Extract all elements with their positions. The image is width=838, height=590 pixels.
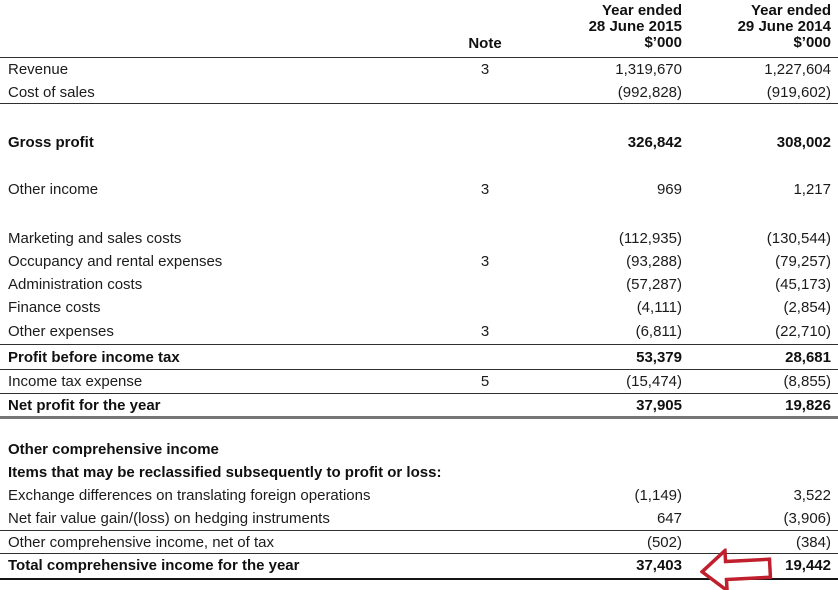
column-header-2015: Year ended 28 June 2015 $’000 (515, 3, 682, 51)
row-label: Other expenses (8, 323, 114, 340)
table-row-other-income: Other income 3 969 1,217 (0, 178, 838, 201)
row-label: Total comprehensive income for the year (8, 557, 300, 575)
value-2014: 3,522 (793, 487, 831, 504)
note-value: 3 (480, 323, 490, 340)
table-row-exchange-differences: Exchange differences on translating fore… (0, 484, 838, 507)
row-label: Exchange differences on translating fore… (8, 487, 371, 504)
value-2014: (130,544) (766, 230, 831, 247)
table-row-income-tax-expense: Income tax expense 5 (15,474) (8,855) (0, 370, 838, 394)
row-label: Occupancy and rental expenses (8, 253, 223, 270)
value-2014: 19,442 (785, 557, 831, 575)
value-2015: (93,288) (626, 253, 682, 270)
value-2015: (57,287) (626, 276, 682, 293)
row-label: Cost of sales (8, 83, 95, 101)
row-label: Other comprehensive income, net of tax (8, 533, 274, 551)
value-2015: 37,403 (636, 557, 682, 575)
value-2015: 326,842 (627, 134, 682, 151)
highlight-arrow-icon (699, 546, 773, 590)
row-label: Net profit for the year (8, 396, 161, 414)
row-label: Finance costs (8, 299, 101, 316)
table-row-profit-before-tax: Profit before income tax 53,379 28,681 (0, 345, 838, 370)
value-2014: (8,855) (783, 373, 831, 390)
spacer (0, 104, 838, 131)
table-row-other-expenses: Other expenses 3 (6,811) (22,710) (0, 319, 838, 345)
table-row-net-profit: Net profit for the year 37,905 19,826 (0, 394, 838, 419)
table-row-oci-net-of-tax: Other comprehensive income, net of tax (… (0, 531, 838, 554)
value-2015: 969 (656, 181, 682, 198)
spacer (0, 154, 838, 178)
note-value: 3 (480, 61, 490, 78)
row-label: Other income (8, 181, 99, 198)
table-row-gross-profit: Gross profit 326,842 308,002 (0, 131, 838, 154)
value-2014: (45,173) (775, 276, 831, 293)
table-row-finance-costs: Finance costs (4,111) (2,854) (0, 296, 838, 319)
value-2014: 1,227,604 (764, 61, 831, 78)
value-2014: 19,826 (785, 396, 831, 414)
column-header-note: Note (468, 35, 502, 52)
table-row-cost-of-sales: Cost of sales (992,828) (919,602) (0, 81, 838, 104)
value-2015: (992,828) (617, 83, 682, 101)
column-header-2014-line2: 29 June 2014 (737, 18, 831, 35)
value-2015: (6,811) (635, 323, 682, 340)
value-2015: (112,935) (618, 230, 682, 247)
value-2015: (1,149) (634, 487, 682, 504)
table-row-hedging-instruments: Net fair value gain/(loss) on hedging in… (0, 507, 838, 531)
column-header-2015-line1: Year ended (601, 2, 682, 19)
row-label: Profit before income tax (8, 348, 180, 366)
value-2015: (4,111) (636, 299, 682, 316)
value-2015: (15,474) (626, 373, 682, 390)
value-2015: 647 (656, 510, 682, 527)
table-row-administration-costs: Administration costs (57,287) (45,173) (0, 273, 838, 296)
row-label: Income tax expense (8, 373, 143, 390)
value-2014: (919,602) (766, 83, 831, 101)
table-row-revenue: Revenue 3 1,319,670 1,227,604 (0, 58, 838, 81)
table-row-marketing-costs: Marketing and sales costs (112,935) (130… (0, 227, 838, 250)
row-label: Administration costs (8, 276, 143, 293)
value-2014: (384) (795, 533, 831, 551)
column-header-2014-line1: Year ended (750, 2, 831, 19)
section-heading-reclassified-items: Items that may be reclassified subsequen… (0, 461, 838, 484)
spacer (0, 419, 838, 438)
table-row-total-comprehensive-income: Total comprehensive income for the year … (0, 554, 838, 580)
value-2014: 308,002 (776, 134, 831, 151)
value-2014: (22,710) (775, 323, 831, 340)
value-2015: 37,905 (636, 396, 682, 414)
column-header-2014-line3: $’000 (793, 34, 831, 51)
row-label: Items that may be reclassified subsequen… (8, 464, 442, 481)
column-header-2014: Year ended 29 June 2014 $’000 (682, 3, 831, 51)
value-2015: 53,379 (636, 348, 682, 366)
value-2014: 1,217 (793, 181, 831, 198)
spacer (0, 201, 838, 227)
note-value: 3 (480, 253, 490, 270)
column-header-2015-line2: 28 June 2015 (588, 18, 682, 35)
value-2015: 1,319,670 (615, 61, 682, 78)
row-label: Revenue (8, 61, 69, 78)
table-row-occupancy-expenses: Occupancy and rental expenses 3 (93,288)… (0, 250, 838, 273)
column-header-2015-line3: $’000 (644, 34, 682, 51)
row-label: Marketing and sales costs (8, 230, 182, 247)
section-heading-other-comprehensive-income: Other comprehensive income (0, 438, 838, 461)
table-header: Note Year ended 28 June 2015 $’000 Year … (0, 0, 838, 58)
value-2015: (502) (646, 533, 682, 551)
row-label: Gross profit (8, 134, 94, 151)
value-2014: 28,681 (785, 348, 831, 366)
value-2014: (79,257) (775, 253, 831, 270)
value-2014: (2,854) (783, 299, 831, 316)
note-value: 5 (480, 373, 490, 390)
row-label: Net fair value gain/(loss) on hedging in… (8, 510, 330, 527)
row-label: Other comprehensive income (8, 441, 219, 458)
value-2014: (3,906) (783, 510, 831, 527)
note-value: 3 (480, 181, 490, 198)
